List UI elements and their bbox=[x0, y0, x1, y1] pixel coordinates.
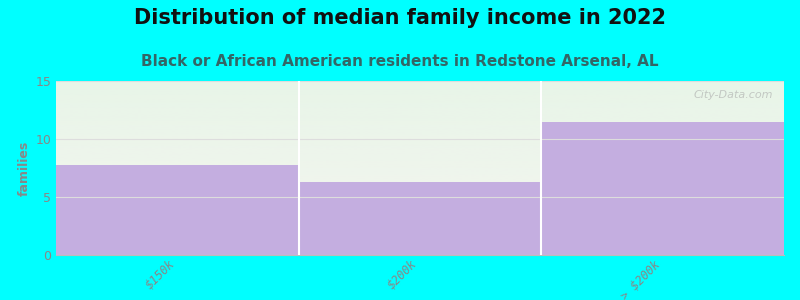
Text: Black or African American residents in Redstone Arsenal, AL: Black or African American residents in R… bbox=[142, 54, 658, 69]
Bar bbox=[56, 164, 298, 255]
Bar bbox=[542, 122, 784, 255]
Text: City-Data.com: City-Data.com bbox=[694, 90, 773, 100]
Bar bbox=[298, 182, 542, 255]
Text: Distribution of median family income in 2022: Distribution of median family income in … bbox=[134, 8, 666, 28]
Y-axis label: families: families bbox=[18, 140, 31, 196]
